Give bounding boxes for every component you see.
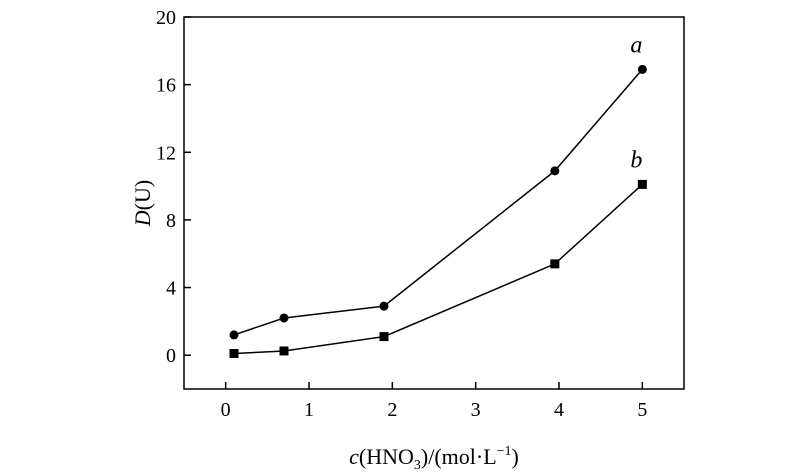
x-tick-label-1: 1 (304, 399, 314, 421)
y-tick-label-2: 8 (166, 210, 176, 232)
y-tick-label-3: 12 (156, 142, 176, 164)
y-tick-label-0: 0 (166, 345, 176, 367)
y-tick-label-5: 20 (156, 7, 176, 29)
x-tick-label-0: 0 (221, 399, 231, 421)
point-b-0 (229, 348, 239, 358)
x-tick-label-3: 3 (471, 399, 481, 421)
y-axis: 0 4 8 12 16 20 (156, 7, 191, 367)
point-a-4 (637, 64, 647, 74)
point-a-0 (229, 330, 239, 340)
series-label-a: a (630, 32, 642, 58)
series-label-b: b (630, 147, 642, 173)
x-tick-label-4: 4 (554, 399, 564, 421)
point-a-2 (379, 301, 389, 311)
y-axis-title: D(U) (130, 180, 155, 227)
point-a-3 (550, 166, 560, 176)
series-line-a (233, 68, 643, 336)
series-line-b (233, 183, 643, 355)
point-b-1 (279, 346, 289, 356)
y-tick-label-1: 4 (166, 278, 176, 300)
x-axis: 0 1 2 3 4 5 (221, 382, 647, 421)
point-a-1 (279, 313, 289, 323)
x-tick-label-5: 5 (637, 399, 647, 421)
series-b: b (229, 147, 647, 358)
x-axis-title: c(HNO3)/(mol·L−1) (349, 444, 519, 473)
series-layer: ab (229, 32, 647, 358)
point-b-4 (637, 179, 647, 189)
point-b-2 (379, 332, 389, 342)
point-b-3 (550, 259, 560, 269)
x-tick-label-2: 2 (387, 399, 397, 421)
series-a: a (229, 32, 647, 340)
y-tick-label-4: 16 (156, 75, 176, 97)
plot-frame (183, 16, 685, 390)
